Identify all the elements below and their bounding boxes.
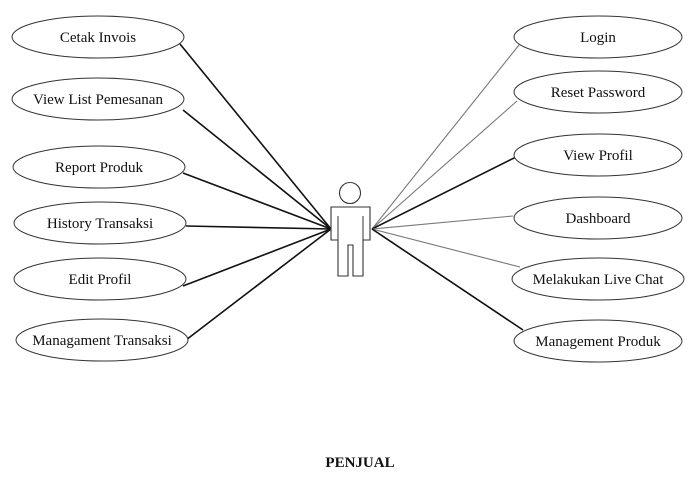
connector-view-list-pemesanan [182, 109, 332, 230]
svg-text:View List Pemesanan: View List Pemesanan [33, 92, 163, 108]
connector-dashboard [371, 215, 514, 230]
connector-managament-transaksi [185, 228, 332, 341]
svg-text:Cetak Invois: Cetak Invois [60, 30, 136, 46]
connector-reset-password [371, 100, 518, 230]
svg-text:Dashboard: Dashboard [566, 211, 631, 227]
connector-melakukan-live-chat [371, 228, 521, 268]
svg-text:History Transaksi: History Transaksi [47, 216, 153, 232]
svg-text:Edit Profil: Edit Profil [69, 272, 132, 288]
stick-figure-actor-icon [330, 181, 371, 277]
connector-login [371, 44, 520, 230]
use-case-management-produk: Management Produk [513, 319, 683, 363]
actor-label: PENJUAL [325, 455, 394, 471]
use-case-cetak-invois: Cetak Invois [11, 15, 185, 59]
connector-management-produk [371, 228, 524, 331]
use-case-report-produk: Report Produk [12, 145, 186, 189]
svg-text:Login: Login [580, 30, 616, 46]
use-case-reset-password: Reset Password [513, 70, 683, 114]
use-case-edit-profil: Edit Profil [13, 257, 187, 301]
connector-view-profil [371, 156, 517, 230]
connector-history-transaksi [185, 225, 332, 230]
use-case-dashboard: Dashboard [513, 196, 683, 240]
use-case-view-list-pemesanan: View List Pemesanan [11, 77, 185, 121]
use-case-login: Login [513, 15, 683, 59]
connector-report-produk [182, 172, 332, 230]
use-case-melakukan-live-chat: Melakukan Live Chat [511, 257, 685, 301]
svg-text:View Profil: View Profil [563, 148, 633, 164]
svg-text:Management Produk: Management Produk [535, 334, 661, 350]
svg-text:Reset Password: Reset Password [551, 85, 646, 101]
connector-edit-profil [182, 228, 332, 287]
connector-lines [179, 43, 524, 341]
svg-text:Managament Transaksi: Managament Transaksi [32, 333, 172, 349]
svg-text:Report Produk: Report Produk [55, 160, 143, 176]
connector-cetak-invois [179, 43, 332, 230]
svg-text:Melakukan Live Chat: Melakukan Live Chat [533, 272, 665, 288]
use-case-history-transaksi: History Transaksi [13, 201, 187, 245]
use-case-managament-transaksi: Managament Transaksi [15, 318, 189, 362]
use-case-view-profil: View Profil [513, 133, 683, 177]
